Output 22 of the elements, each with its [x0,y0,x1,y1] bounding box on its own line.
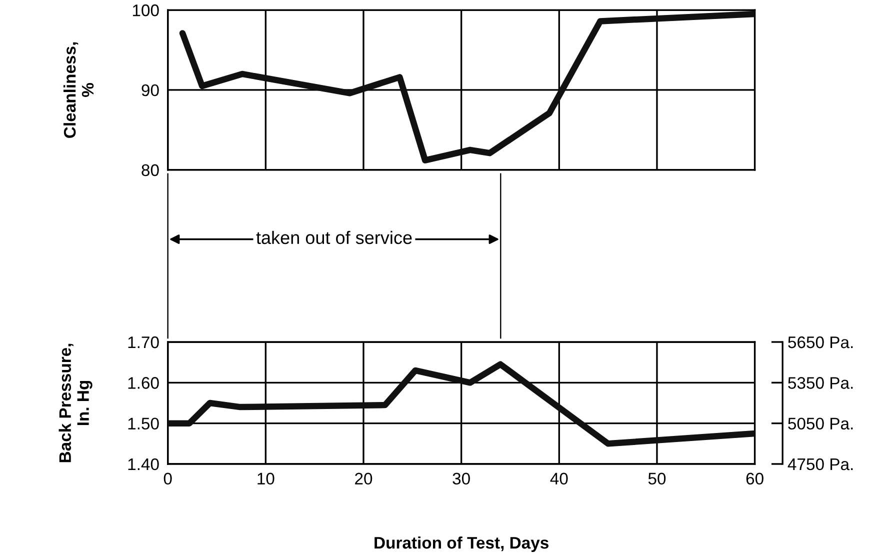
x-tick-label: 30 [452,472,470,485]
y2-tick-label: 5350 Pa. [788,377,853,389]
y-tick-label: 1.50 [128,418,159,430]
y2-tick-label: 5650 Pa. [788,336,853,348]
x-tick-label: 0 [164,472,172,485]
x-tick-label: 50 [648,472,666,485]
x-tick-label: 40 [550,472,568,485]
y-tick-label: 80 [142,164,159,176]
y-tick-label: 1.60 [128,377,159,389]
x-tick-label: 20 [355,472,372,485]
y-tick-label: 100 [132,4,159,16]
y2-tick-label: 5050 Pa. [788,418,853,430]
x-axis-title: Duration of Test, Days [374,536,548,552]
x-tick-label: 60 [746,472,764,485]
y-tick-label: 1.70 [128,336,159,348]
y-tick-label: 1.40 [128,458,159,470]
y-axis-title: Back Pressure, In. Hg [58,344,92,462]
y-axis-title: Cleanliness, % [63,42,94,138]
x-tick-label: 10 [258,472,274,485]
y-tick-label: 90 [142,84,159,96]
text: taken out of service [256,230,412,244]
y2-tick-label: 4750 Pa. [788,458,853,470]
